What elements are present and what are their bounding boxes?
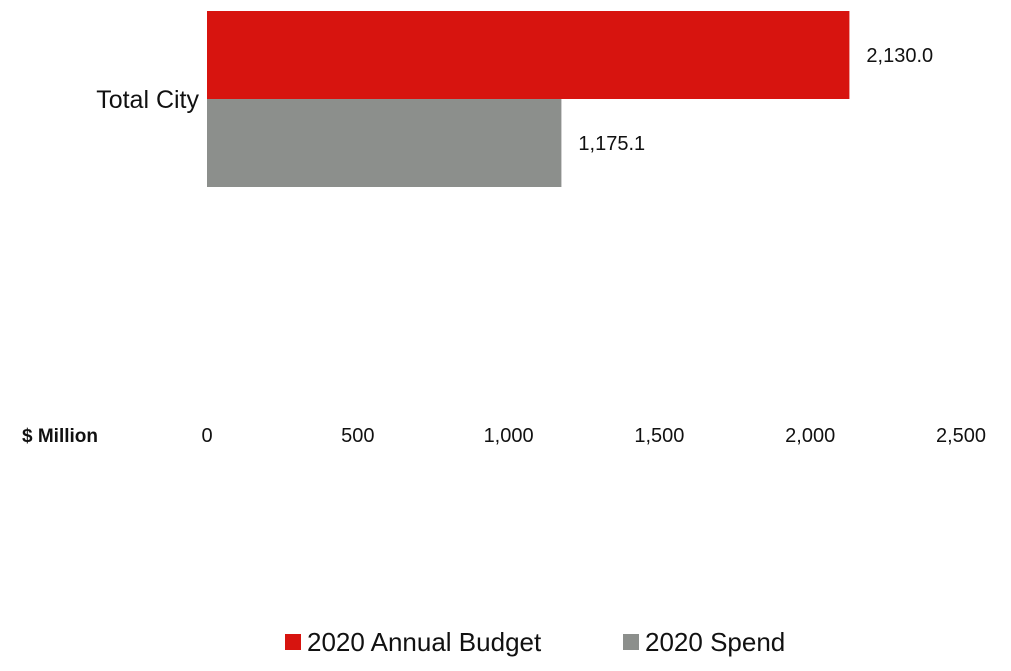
- x-tick-label: 2,000: [785, 425, 835, 447]
- legend-label: 2020 Spend: [645, 627, 785, 657]
- x-tick-label: 2,500: [936, 425, 986, 447]
- x-tick-label: 1,500: [634, 425, 684, 447]
- category-label: Total City: [96, 86, 199, 114]
- bars-layer: [207, 11, 850, 187]
- legend-label: 2020 Annual Budget: [307, 627, 542, 657]
- x-tick-label: 1,000: [484, 425, 534, 447]
- x-tick-label: 500: [341, 425, 374, 447]
- bar-annual-budget: [207, 11, 850, 99]
- legend: 2020 Annual Budget 2020 Spend: [285, 627, 785, 657]
- legend-swatch-annual-budget: [285, 634, 301, 650]
- bar-spend: [207, 99, 562, 187]
- x-tick-label: 0: [201, 425, 212, 447]
- x-axis-ticks: 0 500 1,000 1,500 2,000 2,500: [201, 425, 986, 447]
- data-label: 2,130.0: [866, 45, 933, 67]
- legend-swatch-spend: [623, 634, 639, 650]
- labels-layer: Total City 2,130.0 1,175.1: [96, 45, 933, 155]
- data-label: 1,175.1: [578, 133, 645, 155]
- x-axis-unit-label: $ Million: [22, 426, 98, 447]
